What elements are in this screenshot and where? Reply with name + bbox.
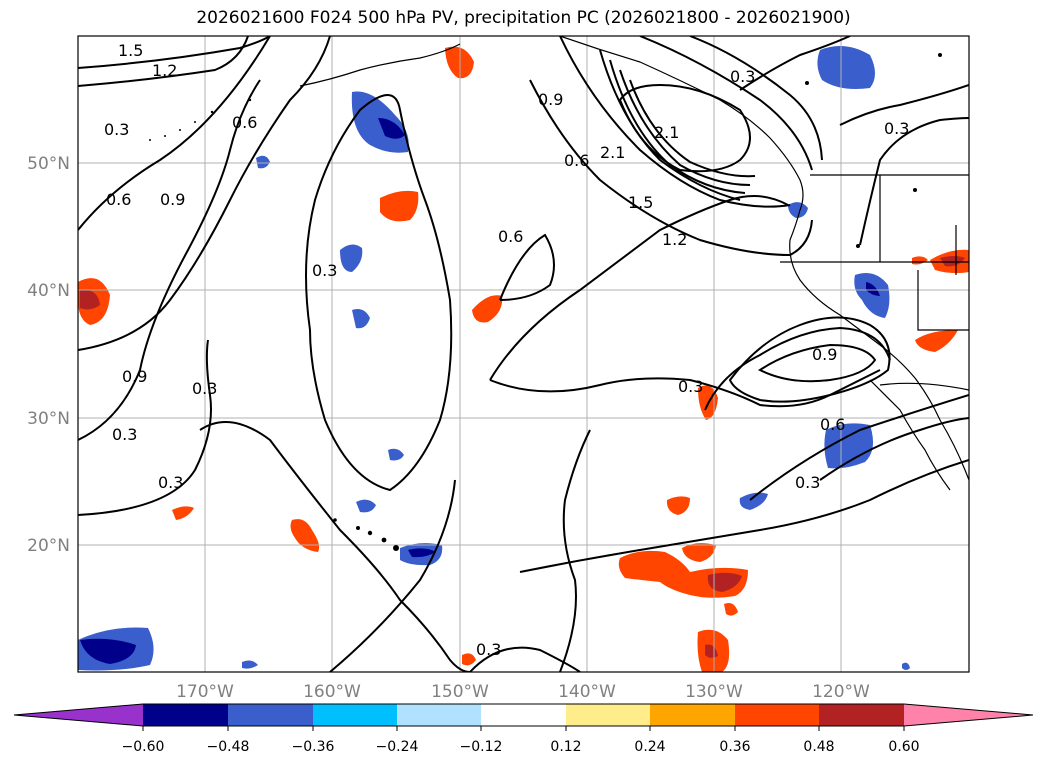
- colorbar-tick-label: −0.12: [460, 739, 503, 755]
- colorbar-tick-label: −0.48: [207, 739, 250, 755]
- colorbar-tick-label: 0.36: [719, 739, 750, 755]
- svg-text:0.6: 0.6: [820, 415, 845, 434]
- svg-text:0.3: 0.3: [112, 425, 137, 444]
- svg-text:0.3: 0.3: [476, 640, 501, 659]
- svg-text:1.5: 1.5: [118, 41, 143, 60]
- colorbar-extend-left: [14, 704, 143, 726]
- svg-text:0.3: 0.3: [678, 377, 703, 396]
- svg-text:0.3: 0.3: [730, 67, 755, 86]
- colorbar-bin: [481, 704, 566, 726]
- colorbar-bin: [143, 704, 228, 726]
- svg-text:0.3: 0.3: [104, 120, 129, 139]
- svg-text:1.2: 1.2: [662, 230, 687, 249]
- colorbar-bin: [228, 704, 313, 726]
- colorbar-bin: [397, 704, 481, 726]
- svg-text:0.9: 0.9: [538, 90, 563, 109]
- colorbar-bin: [650, 704, 735, 726]
- colorbar-tick-label: −0.36: [292, 739, 335, 755]
- lat-label-20: 20°N: [27, 536, 70, 556]
- lon-label-140w: 140°W: [558, 682, 616, 702]
- svg-text:2.1: 2.1: [600, 143, 625, 162]
- longitude-labels: 170°W 160°W 150°W 140°W 130°W 120°W: [176, 682, 870, 702]
- lat-label-30: 30°N: [27, 409, 70, 429]
- colorbar-bin: [566, 704, 650, 726]
- svg-text:2.1: 2.1: [654, 123, 679, 142]
- colorbar-bin: [735, 704, 819, 726]
- svg-text:0.6: 0.6: [106, 190, 131, 209]
- svg-text:0.6: 0.6: [564, 151, 589, 170]
- lon-label-150w: 150°W: [431, 682, 489, 702]
- lon-label-120w: 120°W: [812, 682, 870, 702]
- colorbar-tick-label: 0.60: [888, 739, 919, 755]
- islands: [149, 53, 942, 551]
- colorbar-tick-label: 0.24: [634, 739, 665, 755]
- graticule: [78, 36, 969, 672]
- svg-text:0.9: 0.9: [160, 190, 185, 209]
- lon-label-160w: 160°W: [303, 682, 361, 702]
- colorbar-extend-right: [904, 704, 1033, 726]
- map-border: [77, 35, 970, 673]
- colorbar-tick-label: −0.24: [376, 739, 419, 755]
- svg-text:1.5: 1.5: [628, 193, 653, 212]
- svg-text:1.2: 1.2: [152, 61, 177, 80]
- lat-label-40: 40°N: [27, 281, 70, 301]
- svg-text:0.3: 0.3: [795, 473, 820, 492]
- pv-contours: [78, 36, 969, 672]
- colorbar-tick-label: 0.48: [803, 739, 834, 755]
- svg-text:0.3: 0.3: [192, 379, 217, 398]
- latitude-labels: 50°N 40°N 30°N 20°N: [27, 154, 70, 556]
- svg-text:0.3: 0.3: [884, 119, 909, 138]
- svg-text:0.9: 0.9: [122, 367, 147, 386]
- colorbar-tick-label: 0.12: [550, 739, 581, 755]
- colorbar-bin: [313, 704, 397, 726]
- svg-text:0.3: 0.3: [312, 261, 337, 280]
- colorbar: −0.60 −0.48 −0.36 −0.24 −0.12 0.12 0.24 …: [13, 703, 1034, 755]
- svg-text:0.6: 0.6: [232, 113, 257, 132]
- colorbar-bin: [819, 704, 904, 726]
- svg-text:0.3: 0.3: [158, 473, 183, 492]
- svg-text:0.9: 0.9: [812, 345, 837, 364]
- svg-text:0.6: 0.6: [498, 227, 523, 246]
- colorbar-tick-label: −0.60: [122, 739, 165, 755]
- lon-label-170w: 170°W: [176, 682, 234, 702]
- lat-label-50: 50°N: [27, 154, 70, 174]
- chart-title: 2026021600 F024 500 hPa PV, precipitatio…: [196, 8, 851, 28]
- lon-label-130w: 130°W: [685, 682, 743, 702]
- contour-labels: 1.5 1.2 0.9 0.6 0.6 0.3 0.9 0.3 0.3 0.3 …: [104, 41, 909, 659]
